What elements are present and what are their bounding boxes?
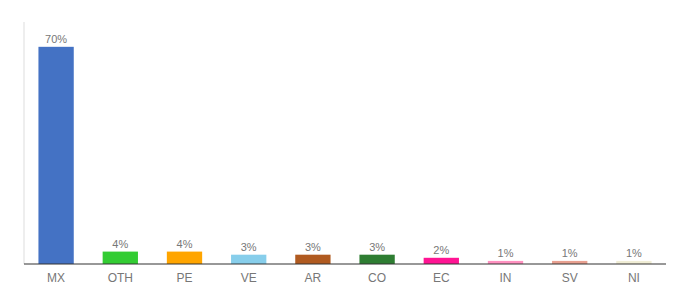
x-tick-label: NI bbox=[628, 271, 640, 285]
x-axis-line bbox=[24, 263, 666, 264]
chart-container: MX: 70% OTH: 4% PE: 4% VE: 3% AR: 3% CO: 3% EC… bbox=[0, 0, 680, 300]
x-tick-label: EC bbox=[433, 271, 450, 285]
chart-svg: MX: 70% OTH: 4% PE: 4% VE: 3% AR: 3% CO: 3% EC… bbox=[0, 0, 680, 300]
x-tick-label: AR bbox=[305, 271, 322, 285]
x-tick-label: MX bbox=[47, 271, 65, 285]
data-label: 1% bbox=[562, 247, 578, 259]
bar: VE: 3% bbox=[231, 255, 266, 264]
data-label: 2% bbox=[433, 244, 449, 256]
bar: CO: 3% bbox=[359, 255, 394, 264]
data-label: 1% bbox=[498, 247, 514, 259]
data-label: 4% bbox=[177, 238, 193, 250]
bar: AR: 3% bbox=[295, 255, 330, 264]
x-tick-label: SV bbox=[562, 271, 578, 285]
x-tick-label: OTH bbox=[108, 271, 133, 285]
y-axis-line bbox=[24, 22, 25, 264]
bar: MX: 70% bbox=[38, 47, 73, 264]
bar: OTH: 4% bbox=[103, 252, 138, 264]
data-label: 3% bbox=[241, 241, 257, 253]
data-label: 4% bbox=[112, 238, 128, 250]
x-tick-label: PE bbox=[176, 271, 192, 285]
data-label: 70% bbox=[45, 33, 67, 45]
data-label: 3% bbox=[305, 241, 321, 253]
x-tick-label: IN bbox=[500, 271, 512, 285]
bar: PE: 4% bbox=[167, 252, 202, 264]
bar: EC: 2% bbox=[424, 258, 459, 264]
bars: MX: 70% OTH: 4% PE: 4% VE: 3% AR: 3% CO: 3% EC… bbox=[38, 47, 651, 264]
x-tick-label: VE bbox=[241, 271, 257, 285]
x-tick-label: CO bbox=[368, 271, 386, 285]
data-label: 3% bbox=[369, 241, 385, 253]
data-label: 1% bbox=[626, 247, 642, 259]
